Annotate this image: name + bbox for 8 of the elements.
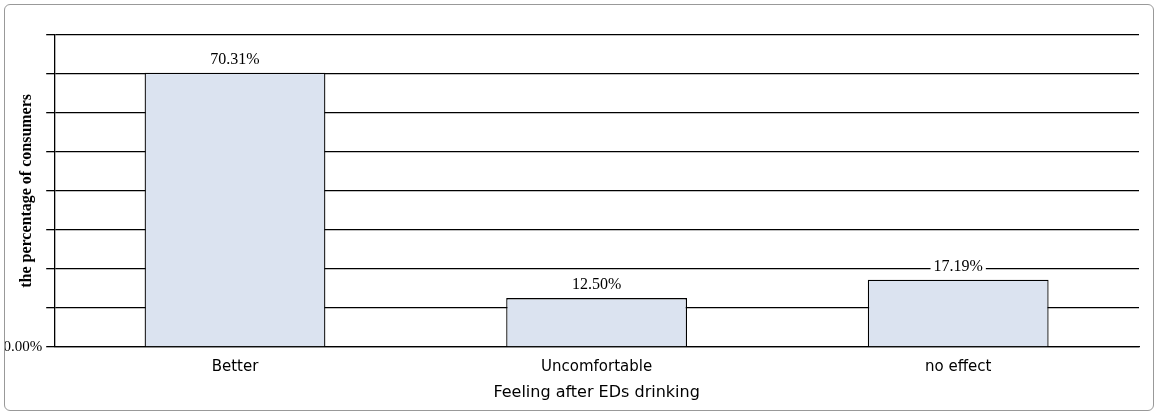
x-axis-title: Feeling after EDs drinking (493, 381, 700, 401)
data-label: 12.50% (571, 275, 622, 293)
y-axis-title: the percentage of consumers (16, 93, 35, 288)
data-label: 17.19% (933, 257, 983, 275)
x-tick-label: Better (211, 356, 260, 375)
x-tick-label: Uncomfortable (541, 356, 653, 375)
data-label: 70.31% (210, 49, 260, 67)
x-tick-label: no effect (925, 356, 992, 375)
